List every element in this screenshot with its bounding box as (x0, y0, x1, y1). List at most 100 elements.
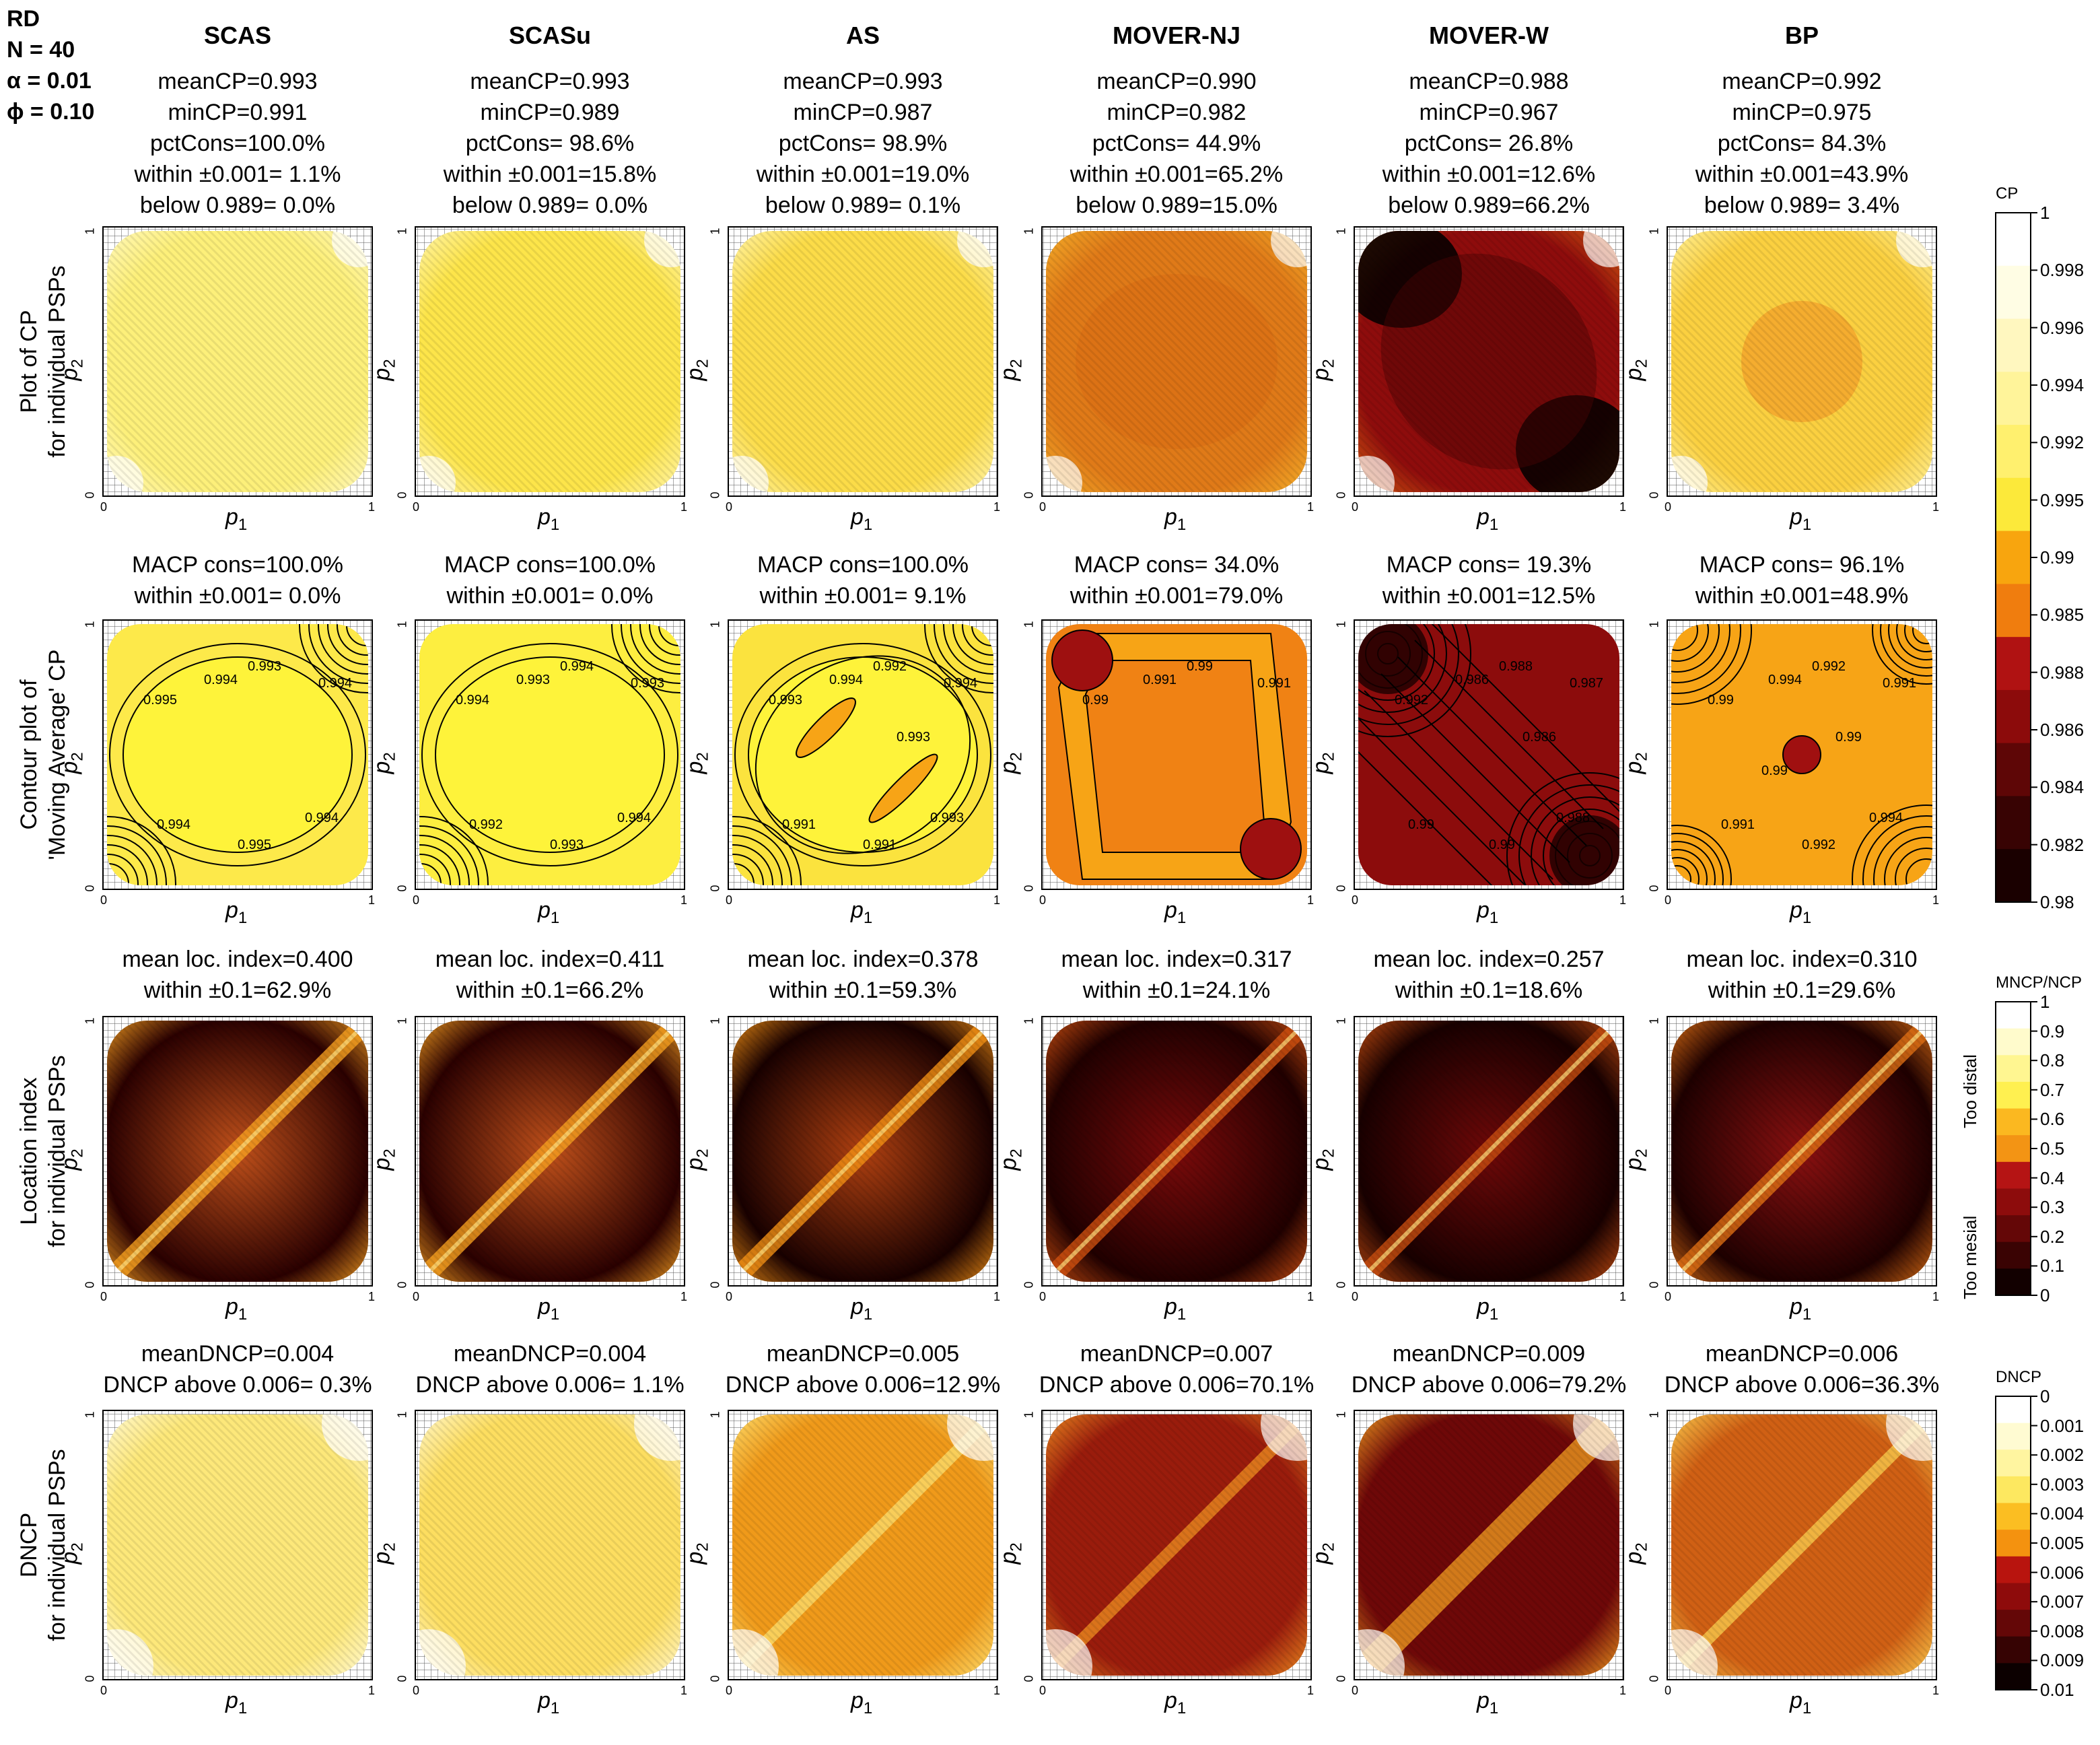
x-axis-label: p1 (538, 1294, 560, 1324)
y-axis-label: p2 (1308, 1149, 1338, 1171)
panel-r3-as (728, 1016, 998, 1287)
row-label-4: DNCP for individual PSPs (16, 1449, 70, 1641)
y-tick-max: 1 (83, 1411, 97, 1418)
y-tick-max: 1 (395, 1411, 409, 1418)
stat-r2-bp: within ±0.001=48.9% (1695, 583, 1909, 609)
header-phi: ϕ = 0.10 (7, 99, 95, 125)
y-axis-label: p2 (1308, 1542, 1338, 1565)
y-tick-min: 0 (395, 1281, 409, 1289)
contour-label: 0.994 (305, 811, 339, 825)
cp-colorbar-tick: 0.984 (2040, 777, 2085, 798)
x-tick-max: 1 (368, 893, 376, 907)
x-tick-min: 0 (1665, 1290, 1672, 1303)
y-tick-min: 0 (708, 491, 722, 499)
contour-label: 0.993 (516, 673, 550, 687)
cp-colorbar-tick: 0.994 (2040, 375, 2085, 395)
panel-r4-bp (1667, 1410, 1937, 1680)
x-tick-max: 1 (993, 893, 1001, 907)
panel-r1-scasu (415, 226, 685, 497)
contour-label: 0.994 (204, 673, 238, 687)
contour-label: 0.99 (1082, 693, 1109, 708)
x-tick-max: 1 (993, 500, 1001, 514)
panel-r2-bp: 0.99 0.994 0.992 0.991 0.991 0.992 0.994 0.99 0.… (1667, 619, 1937, 890)
x-tick-min: 0 (726, 1290, 733, 1303)
loc-colorbar-tick: 0 (2040, 1285, 2050, 1305)
contour-label: 0.99 (1761, 763, 1788, 778)
row-label-2: Contour plot of 'Moving Average' CP (16, 649, 70, 860)
cp-colorbar-tick: 0.998 (2040, 260, 2085, 281)
x-tick-min: 0 (100, 500, 108, 514)
y-tick-min: 0 (1647, 1675, 1661, 1682)
x-axis-label: p1 (1477, 897, 1499, 927)
panel-r1-as (728, 226, 998, 497)
y-tick-max: 1 (83, 621, 97, 628)
x-axis-label: p1 (225, 504, 248, 534)
contour-label: 0.99 (1187, 659, 1213, 674)
y-tick-min: 0 (708, 1281, 722, 1289)
dncp-colorbar-title: DNCP (1996, 1368, 2042, 1386)
x-tick-max: 1 (368, 500, 376, 514)
contour-label: 0.986 (1523, 730, 1556, 745)
x-tick-max: 1 (680, 1684, 688, 1697)
y-axis-label: p2 (995, 1542, 1026, 1565)
stat-r1-mover-w: minCP=0.967 (1419, 100, 1559, 125)
contour-label: 0.994 (944, 676, 977, 691)
y-axis-label: p2 (1308, 752, 1338, 774)
contour-label: 0.99 (1708, 693, 1734, 708)
stat-r4-scasu: meanDNCP=0.004 (453, 1341, 647, 1367)
contour-label: 0.995 (143, 693, 177, 708)
contour-label: 0.988 (1556, 811, 1590, 825)
method-title-bp: BP (1784, 22, 1819, 49)
y-tick-min: 0 (1647, 491, 1661, 499)
stat-r4-bp: DNCP above 0.006=36.3% (1664, 1372, 1940, 1398)
x-axis-label: p1 (851, 897, 873, 927)
x-axis-label: p1 (1790, 897, 1812, 927)
x-tick-max: 1 (1307, 1684, 1315, 1697)
stat-r1-bp: minCP=0.975 (1732, 100, 1872, 125)
panel-r3-scas (102, 1016, 373, 1287)
contour-label: 0.992 (469, 817, 503, 832)
y-axis-label: p2 (1621, 1149, 1651, 1171)
y-tick-min: 0 (1334, 885, 1348, 892)
contour-label: 0.992 (1802, 837, 1835, 852)
cp-colorbar-tick: 0.985 (2040, 605, 2085, 625)
contour-label: 0.991 (863, 837, 897, 852)
dncp-colorbar-tick: 0 (2040, 1386, 2050, 1406)
contour-label: 0.994 (617, 811, 651, 825)
y-tick-max: 1 (1022, 1411, 1036, 1418)
panel-r2-mover-nj: 0.99 0.991 0.99 0.991 (1041, 619, 1312, 890)
dncp-colorbar (1995, 1396, 2037, 1690)
y-tick-min: 0 (395, 1675, 409, 1682)
contour-label: 0.992 (873, 659, 907, 674)
x-axis-label: p1 (1164, 1294, 1187, 1324)
stat-r1-bp: below 0.989= 3.4% (1704, 193, 1900, 218)
stat-r1-scasu: minCP=0.989 (480, 100, 620, 125)
x-axis-label: p1 (1477, 1688, 1499, 1717)
contour-label: 0.992 (1812, 659, 1846, 674)
y-tick-min: 0 (395, 491, 409, 499)
cp-colorbar-tick: 0.986 (2040, 720, 2085, 740)
stat-r4-mover-nj: meanDNCP=0.007 (1080, 1341, 1273, 1367)
contour-label: 0.993 (550, 837, 584, 852)
contour-label: 0.991 (782, 817, 816, 832)
y-tick-max: 1 (1022, 1017, 1036, 1025)
panel-r3-bp (1667, 1016, 1937, 1287)
stat-r3-bp: mean loc. index=0.310 (1686, 947, 1918, 972)
stat-r1-as: below 0.989= 0.1% (765, 193, 961, 218)
y-axis-label: p2 (1621, 752, 1651, 774)
x-axis-label: p1 (1477, 1294, 1499, 1324)
dncp-colorbar-tick: 0.006 (2040, 1562, 2085, 1583)
y-tick-min: 0 (1647, 885, 1661, 892)
contour-label: 0.987 (1570, 676, 1603, 691)
x-axis-label: p1 (851, 1294, 873, 1324)
x-tick-min: 0 (100, 1290, 108, 1303)
x-tick-min: 0 (413, 1290, 420, 1303)
y-axis-label: p2 (1621, 1542, 1651, 1565)
y-tick-min: 0 (708, 885, 722, 892)
y-tick-max: 1 (1647, 1017, 1661, 1025)
y-tick-min: 0 (708, 1675, 722, 1682)
stat-r3-mover-nj: within ±0.1=24.1% (1082, 978, 1271, 1003)
x-tick-max: 1 (993, 1290, 1001, 1303)
y-tick-max: 1 (1022, 621, 1036, 628)
x-tick-max: 1 (680, 500, 688, 514)
